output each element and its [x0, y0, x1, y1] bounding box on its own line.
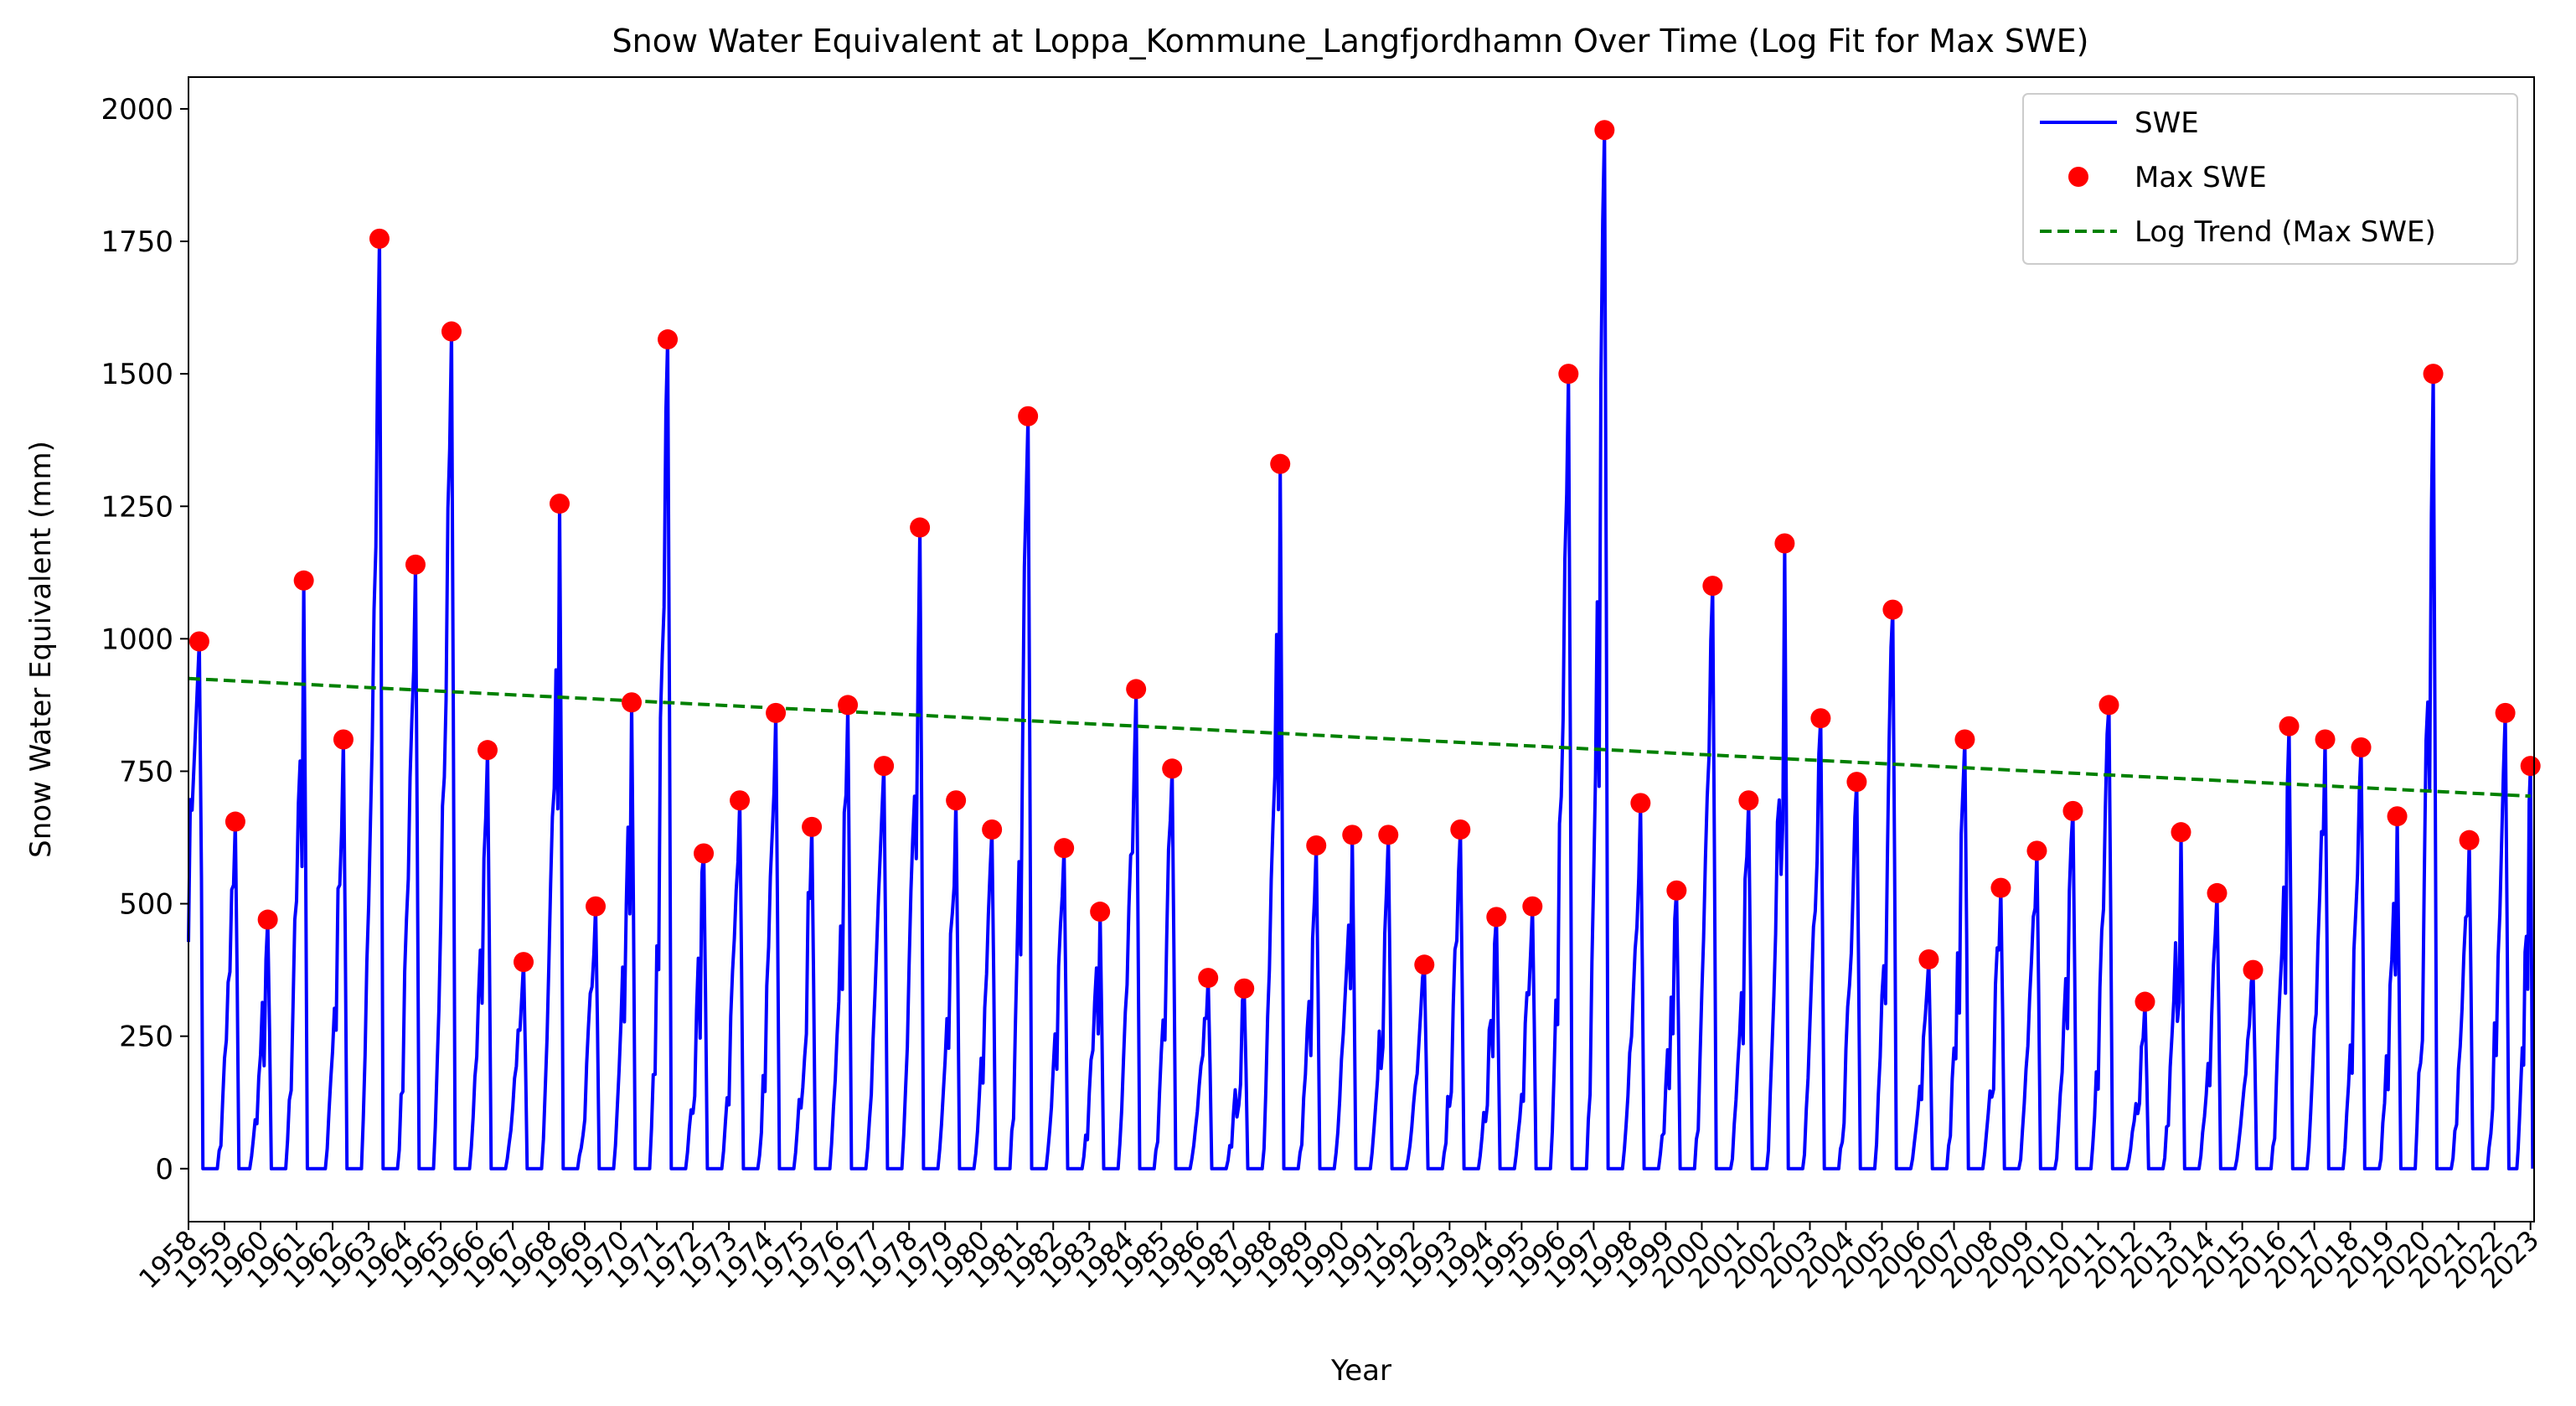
max-swe-point	[1558, 364, 1579, 385]
max-swe-point	[1954, 729, 1975, 750]
max-swe-point	[1162, 758, 1183, 779]
chart-title: Snow Water Equivalent at Loppa_Kommune_L…	[612, 23, 2089, 59]
y-tick-label: 250	[119, 1021, 173, 1054]
max-swe-point	[1342, 824, 1363, 845]
y-tick-label: 1000	[101, 623, 173, 656]
max-swe-point	[1198, 968, 1219, 989]
max-swe-point	[1990, 877, 2011, 898]
max-swe-point	[293, 570, 314, 591]
max-swe-point	[1054, 838, 1075, 859]
swe-line	[187, 128, 2535, 1171]
max-swe-point	[1306, 835, 1327, 855]
max-swe-point	[514, 952, 534, 973]
y-tick-label: 1250	[101, 490, 173, 524]
y-tick-label: 0	[155, 1153, 173, 1186]
max-swe-point	[1414, 954, 1435, 975]
max-swe-point	[1486, 907, 1507, 928]
max-swe-point	[2387, 806, 2408, 827]
max-swe-point	[1846, 772, 1867, 793]
max-swe-point	[766, 702, 787, 723]
y-tick-label: 1750	[101, 225, 173, 259]
max-swe-point	[2315, 729, 2336, 750]
max-swe-point	[257, 909, 278, 930]
max-swe-point	[1738, 790, 1759, 811]
max-swe-point	[2520, 756, 2541, 777]
max-swe-point	[2171, 822, 2191, 843]
max-swe-point	[586, 896, 607, 917]
max-swe-point	[1090, 902, 1111, 923]
legend-box	[2022, 93, 2518, 265]
max-swe-point	[946, 790, 967, 811]
max-swe-point	[369, 228, 390, 249]
max-swe-point	[2207, 882, 2228, 903]
max-swe-point	[477, 740, 498, 761]
max-swe-point	[2135, 991, 2155, 1012]
y-tick-label: 1500	[101, 358, 173, 391]
max-swe-point	[694, 843, 715, 864]
plot-frame	[188, 76, 2535, 1222]
max-swe-point	[2243, 959, 2264, 980]
legend-max-swe-label: Max SWE	[2135, 161, 2267, 194]
max-swe-point	[2423, 364, 2444, 385]
max-swe-point	[982, 819, 1003, 840]
max-swe-point	[550, 494, 570, 514]
max-swe-point	[1378, 824, 1399, 845]
log-trend-line	[188, 676, 2531, 799]
max-swe-point	[405, 554, 426, 575]
max-swe-point	[1810, 708, 1831, 729]
legend-trend-label: Log Trend (Max SWE)	[2135, 215, 2436, 249]
legend: SWE Max SWE Log Trend (Max SWE)	[2022, 93, 2518, 265]
max-swe-point	[2062, 800, 2083, 821]
max-swe-point	[1270, 453, 1291, 474]
max-swe-point	[188, 631, 209, 652]
max-swe-point	[2026, 840, 2047, 861]
max-swe-point	[2279, 716, 2300, 737]
max-swe-point	[333, 729, 354, 750]
x-axis-label: Year	[1330, 1354, 1391, 1388]
max-swe-point	[2351, 737, 2372, 757]
max-swe-point	[2098, 695, 2119, 716]
y-tick-label: 750	[119, 755, 173, 788]
max-swe-point	[658, 329, 679, 350]
max-swe-point	[2459, 830, 2480, 850]
y-tick-label: 2000	[101, 93, 173, 127]
max-swe-point	[622, 692, 643, 713]
max-swe-point	[1918, 949, 1939, 969]
max-swe-point	[874, 756, 895, 777]
max-swe-point	[1450, 819, 1471, 840]
max-swe-point	[1522, 896, 1543, 917]
max-swe-point	[730, 790, 751, 811]
y-axis-label: Snow Water Equivalent (mm)	[24, 441, 58, 858]
y-tick-label: 500	[119, 888, 173, 922]
max-swe-point	[910, 517, 931, 538]
max-swe-point	[1630, 793, 1651, 814]
max-swe-point	[441, 321, 462, 342]
legend-swe-label: SWE	[2135, 106, 2199, 140]
max-swe-point	[1018, 406, 1039, 426]
max-swe-point	[1234, 978, 1255, 999]
max-swe-point	[1882, 599, 1903, 620]
max-swe-point	[225, 811, 245, 832]
max-swe-point	[1666, 880, 1687, 901]
max-swe-point	[838, 695, 859, 716]
max-swe-point	[1594, 120, 1615, 141]
max-swe-point	[1774, 533, 1795, 554]
max-swe-point	[1702, 576, 1723, 597]
max-swe-point	[802, 816, 823, 837]
legend-max-swe-swatch	[2068, 167, 2088, 187]
max-swe-point	[1126, 679, 1147, 700]
max-swe-point	[2495, 702, 2516, 723]
